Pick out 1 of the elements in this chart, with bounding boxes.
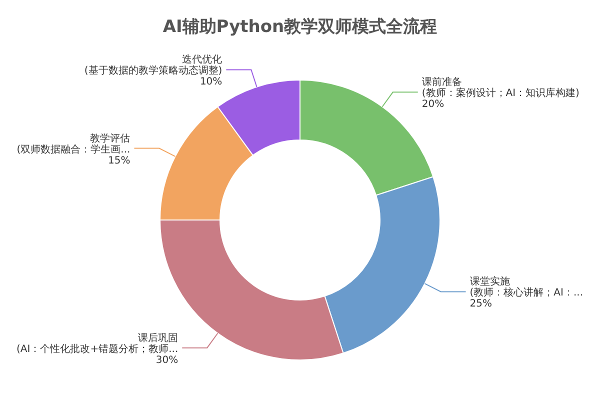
title: AI辅助Python教学双师模式全流程 [162, 17, 438, 37]
